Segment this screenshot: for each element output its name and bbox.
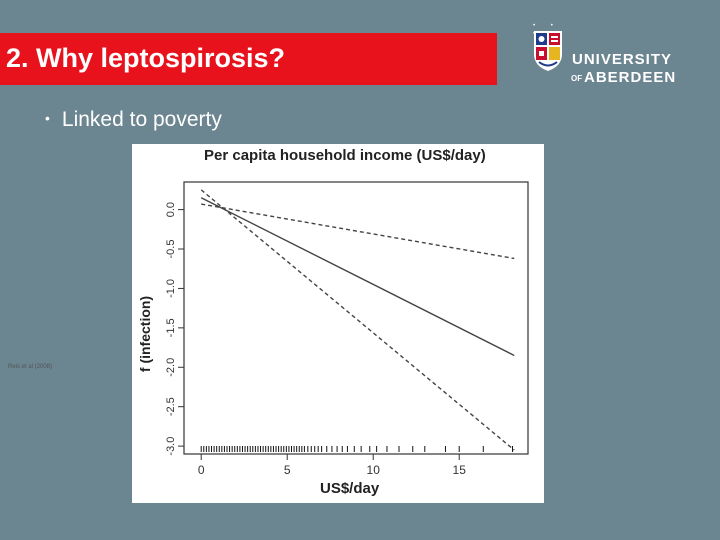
x-axis-label: US$/day (320, 480, 380, 497)
logo-university-text: UNIVERSITY (572, 51, 673, 68)
y-tick-label: -1.5 (165, 318, 177, 337)
citation-text: Reis et al (2008) (8, 364, 53, 370)
y-tick-label: -3.0 (165, 437, 177, 456)
logo-aberdeen-text: ABERDEEN (584, 69, 677, 86)
crest-top-dots: • • • (533, 23, 560, 37)
y-tick-label: -1.0 (165, 279, 177, 298)
chart-title: Per capita household income (US$/day) (204, 147, 486, 164)
plot-frame (183, 181, 529, 455)
y-axis-label: f (infection) (137, 295, 153, 373)
x-tick-label: 5 (284, 463, 291, 477)
y-tick-label: 0.0 (165, 202, 177, 217)
x-tick-label: 0 (198, 463, 205, 477)
slide-title: 2. Why leptospirosis? (6, 43, 286, 73)
bullet-marker: • (45, 110, 50, 126)
x-tick-label: 10 (367, 463, 381, 477)
confidence-band-line (201, 203, 515, 260)
confidence-band-line (200, 189, 515, 451)
x-tick-label: 15 (453, 463, 467, 477)
income-chart: 0 5 10 15 0.0 -0.5 -1.0 -1.5 -2.0 -2.5 -3.0 Per ca… (132, 144, 544, 503)
bullet-item: • Linked to poverty (45, 108, 222, 132)
bullet-text: Linked to poverty (61, 108, 222, 131)
logo-of-text: OF (571, 74, 583, 83)
fitted-line (200, 197, 515, 357)
chart-plot-area: 0 5 10 15 0.0 -0.5 -1.0 -1.5 -2.0 -2.5 -3.0 (165, 181, 529, 477)
y-tick-label: -0.5 (165, 240, 177, 259)
y-tick-label: -2.0 (165, 358, 177, 377)
university-crest-icon (534, 31, 562, 71)
university-logo: • • • UNIVERSITY OF ABERDEEN (527, 22, 697, 92)
y-tick-label: -2.5 (165, 397, 177, 416)
slide-title-bar: 2. Why leptospirosis? (0, 33, 497, 85)
